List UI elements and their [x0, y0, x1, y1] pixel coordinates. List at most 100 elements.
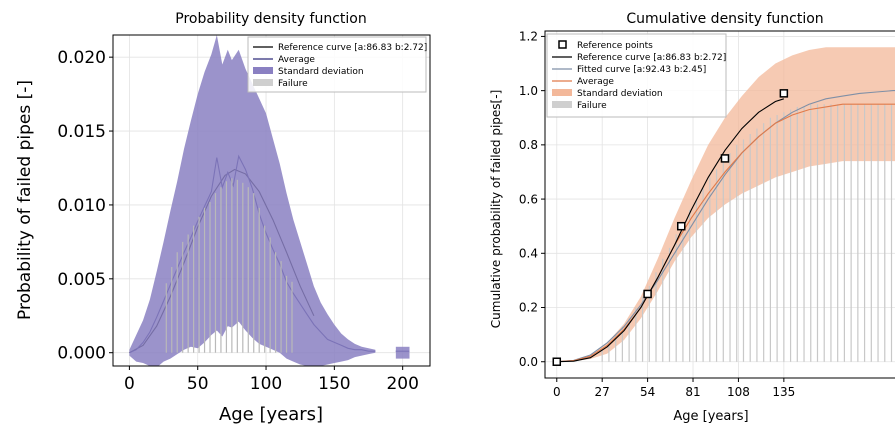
pdf-failure-bar [253, 193, 255, 353]
pdf-x-tick-label: 100 [250, 374, 282, 394]
cdf-y-tick-label: 0.6 [519, 192, 538, 206]
cdf-failure-bar [608, 342, 610, 362]
cdf-legend-swatch-points [558, 40, 567, 49]
cdf-failure-bar [715, 169, 718, 362]
cdf-failure-bar [601, 348, 603, 362]
pdf-failure-bar [171, 266, 173, 353]
cdf-failure-bar [695, 199, 697, 362]
pdf-y-tick-label: 0.005 [57, 270, 106, 290]
cdf-failure-bar [662, 258, 664, 362]
cdf-y-tick-label: 0.8 [519, 138, 538, 152]
pdf-failure-bar [203, 207, 206, 353]
pdf-failure-bar [236, 179, 238, 353]
cdf-failure-bar [641, 296, 644, 362]
pdf-failure-bar [225, 181, 228, 353]
pdf-failure-bar [220, 187, 222, 353]
cdf-line-reference-curve-4 [556, 98, 784, 363]
cdf-failure-bar [655, 272, 657, 362]
cdf-x-tick-label: 54 [640, 385, 655, 399]
cdf-legend-entry-failure: Failure [577, 101, 607, 111]
cdf-failure-bar [648, 285, 650, 362]
cdf-legend-box [546, 33, 727, 118]
cdf-legend: Reference points Reference curve [a:86.8… [546, 33, 727, 118]
cdf-failure-bar [742, 139, 745, 362]
pdf-y-tick-label: 0.000 [57, 344, 106, 364]
pdf-failure-bar [182, 241, 184, 353]
cdf-failure-bar [689, 209, 691, 362]
pdf-failure-bar [291, 281, 293, 353]
cdf-failure-bar [843, 104, 846, 362]
cdf-failure-bar [621, 326, 623, 362]
pdf-x-axis-label: Age [years] [219, 404, 323, 425]
pdf-failure-bar [247, 187, 249, 353]
cdf-y-tick-label: 0.4 [519, 246, 538, 260]
cdf-failure-bar [682, 223, 684, 362]
cdf-failure-bar [763, 123, 765, 362]
cdf-failure-bar [769, 117, 771, 362]
pdf-legend-entry-std: Standard deviation [278, 67, 364, 77]
pdf-failure-bar [209, 201, 211, 353]
cdf-failure-bar [749, 134, 751, 362]
pdf-legend-swatch-failure [253, 79, 273, 86]
cdf-reference-point [676, 221, 686, 231]
cdf-reference-point [779, 89, 789, 98]
pdf-failure-bar [187, 234, 189, 353]
cdf-reference-point [643, 289, 652, 299]
pdf-x-tick-label: 150 [318, 374, 350, 394]
cdf-y-tick-label: 1.2 [519, 30, 538, 44]
pdf-std-band-3 [129, 35, 376, 366]
pdf-failure-bar [198, 216, 200, 353]
pdf-series-group [129, 35, 410, 366]
pdf-legend-entry-failure: Failure [278, 79, 308, 89]
pdf-legend-box [247, 36, 427, 93]
cdf-ticks: 0 27 54 81 108 135 0.0 0.2 0.4 0.6 0.8 1.0 1.2 [519, 30, 795, 399]
cdf-failure-bar [796, 106, 798, 362]
pdf-y-tick-label: 0.010 [57, 196, 106, 216]
cdf-legend-entry-fitted: Fitted curve [a:92.43 b:2.45] [577, 65, 706, 75]
cdf-failure-bar [628, 318, 630, 362]
cdf-x-tick-label: 0 [553, 385, 561, 399]
cdf-plot-area [552, 47, 895, 366]
cdf-failure-bar [830, 104, 832, 362]
pdf-legend-entry-average: Average [278, 55, 315, 65]
cdf-failure-bar [635, 307, 637, 362]
pdf-std-band-4 [395, 346, 410, 359]
cdf-x-tick-label: 135 [772, 385, 795, 399]
cdf-failure-bar [702, 188, 704, 362]
pdf-failure-bar [193, 225, 195, 353]
cdf-legend-entry-reference: Reference curve [a:86.83 b:2.72] [577, 53, 726, 63]
cdf-legend-swatch-std [552, 89, 572, 96]
cdf-legend-entry-average: Average [577, 77, 614, 87]
cdf-failure-bar [810, 104, 812, 362]
pdf-failure-bar [231, 178, 233, 353]
cdf-failure-bar [816, 104, 819, 362]
cdf-failure-bar [863, 104, 866, 362]
cdf-failure-bar [850, 104, 852, 362]
cdf-y-axis-label: Cumulative probability of failed pipes[-… [489, 90, 503, 328]
cdf-y-tick-label: 1.0 [519, 84, 538, 98]
pdf-legend-entry-reference: Reference curve [a:86.83 b:2.72] [278, 43, 427, 53]
pdf-legend: Reference curve [a:86.83 b:2.72] Average… [247, 36, 427, 93]
pdf-failure-bar [285, 275, 288, 353]
cdf-reference-point [720, 154, 730, 163]
cdf-x-tick-label: 108 [727, 385, 750, 399]
cdf-failure-bar [890, 104, 893, 362]
pdf-x-tick-label: 0 [124, 374, 135, 394]
cdf-axes-frame [544, 30, 895, 379]
cdf-failure-bar [803, 106, 805, 362]
cdf-legend-entry-std: Standard deviation [577, 89, 663, 99]
pdf-legend-swatch-std [253, 67, 273, 74]
pdf-failure-bar [214, 193, 217, 353]
cdf-failure-bar [783, 112, 785, 362]
pdf-x-tick-label: 200 [386, 374, 418, 394]
cdf-failure-bar [675, 234, 677, 362]
cdf-panel: Cumulative density function 0 27 54 81 108 13… [489, 11, 895, 424]
cdf-line-fitted-curve-2 [556, 90, 895, 363]
pdf-ticks: 0 50 100 150 200 0.000 0.005 0.010 0.015 0.020 [57, 48, 419, 394]
pdf-panel: Probability density function 0 50 100 150 20… [15, 11, 431, 425]
cdf-failure-bar [729, 152, 731, 362]
pdf-y-axis-label: Probability of failed pipes [-] [15, 80, 35, 320]
cdf-series-group [556, 47, 895, 363]
cdf-failure-bar [709, 177, 711, 362]
